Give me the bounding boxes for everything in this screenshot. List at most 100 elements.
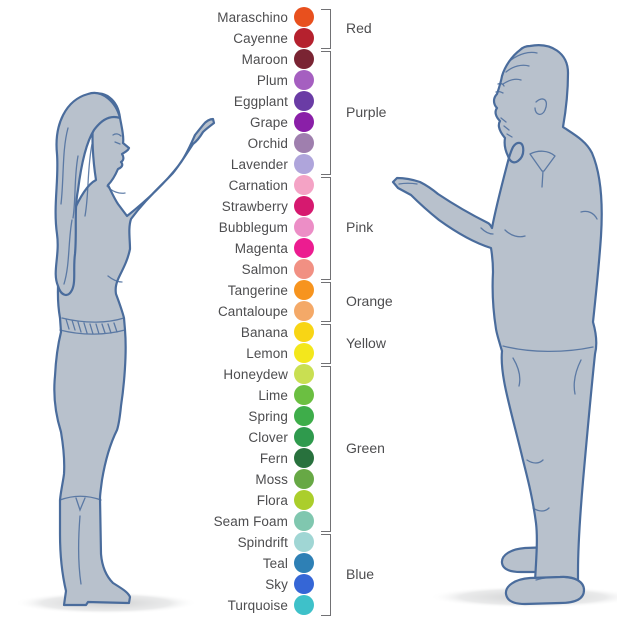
man-illustration	[391, 44, 617, 608]
color-row: Spring	[0, 406, 314, 427]
color-name-label: Clover	[248, 429, 288, 445]
color-swatch	[294, 91, 314, 111]
color-swatch	[294, 595, 314, 615]
color-name-label: Lavender	[230, 156, 288, 172]
man-ear	[534, 98, 548, 115]
color-swatch	[294, 574, 314, 594]
color-row: Lime	[0, 385, 314, 406]
color-swatch	[294, 196, 314, 216]
color-swatch	[294, 490, 314, 510]
color-swatch	[294, 7, 314, 27]
color-swatch	[294, 154, 314, 174]
man-body	[391, 44, 603, 584]
woman-hair	[54, 91, 122, 296]
color-name-label: Lemon	[246, 345, 288, 361]
color-name-label: Turquoise	[227, 597, 288, 613]
color-row: Banana	[0, 322, 314, 343]
color-row: Carnation	[0, 175, 314, 196]
color-name-label: Spindrift	[237, 534, 288, 550]
color-row: Plum	[0, 70, 314, 91]
color-row: Lavender	[0, 154, 314, 175]
color-swatch	[294, 238, 314, 258]
color-row: Moss	[0, 469, 314, 490]
color-swatch	[294, 280, 314, 300]
color-row: Fern	[0, 448, 314, 469]
man-clothing-details	[398, 182, 598, 581]
color-swatch	[294, 469, 314, 489]
color-name-label: Banana	[240, 324, 288, 340]
color-name-label: Carnation	[228, 177, 288, 193]
color-swatch	[294, 406, 314, 426]
color-swatch	[294, 217, 314, 237]
color-row: Strawberry	[0, 196, 314, 217]
color-name-label: Strawberry	[221, 198, 288, 214]
color-name-label: Bubblegum	[218, 219, 288, 235]
color-name-label: Flora	[256, 492, 288, 508]
color-row: Maroon	[0, 49, 314, 70]
color-swatch	[294, 427, 314, 447]
group-label: Yellow	[346, 334, 386, 351]
color-name-label: Plum	[256, 72, 288, 88]
group-label: Pink	[346, 219, 374, 235]
color-row: Cayenne	[0, 28, 314, 49]
color-name-label: Tangerine	[227, 282, 288, 298]
group-bracket	[321, 365, 331, 532]
color-row: Cantaloupe	[0, 301, 314, 322]
color-name-label: Teal	[262, 555, 288, 571]
color-name-label: Honeydew	[223, 366, 288, 382]
color-row: Grape	[0, 112, 314, 133]
color-row: Maraschino	[0, 7, 314, 28]
color-name-label: Orchid	[247, 135, 288, 151]
color-name-label: Magenta	[234, 240, 288, 256]
color-swatch	[294, 175, 314, 195]
color-swatch	[294, 322, 314, 342]
color-row: Clover	[0, 427, 314, 448]
color-swatch	[294, 511, 314, 531]
color-row: Spindrift	[0, 532, 314, 553]
color-swatch	[294, 259, 314, 279]
color-swatch	[294, 343, 314, 363]
color-swatch	[294, 112, 314, 132]
color-swatch	[294, 448, 314, 468]
group-bracket	[321, 533, 331, 616]
color-swatch	[294, 385, 314, 405]
color-name-label: Eggplant	[233, 93, 288, 109]
color-row: Bubblegum	[0, 217, 314, 238]
group-label: Blue	[346, 565, 375, 582]
color-name-label: Spring	[248, 408, 288, 424]
color-row: Seam Foam	[0, 511, 314, 532]
group-label: Green	[346, 439, 385, 456]
color-row: Magenta	[0, 238, 314, 259]
color-name-label: Seam Foam	[213, 513, 288, 529]
group-bracket	[321, 8, 331, 49]
color-swatch	[294, 49, 314, 69]
color-row: Turquoise	[0, 595, 314, 616]
woman-hair-strands	[60, 127, 93, 285]
color-swatch	[294, 133, 314, 153]
group-label: Orange	[346, 292, 393, 309]
color-row: Lemon	[0, 343, 314, 364]
woman-face-details	[112, 133, 122, 145]
woman-boot-details	[59, 495, 102, 585]
man-face-details	[495, 82, 513, 138]
group-label: Red	[346, 19, 372, 36]
color-swatch	[294, 532, 314, 552]
color-name-label: Cayenne	[233, 30, 288, 46]
color-row: Eggplant	[0, 91, 314, 112]
color-swatch	[294, 70, 314, 90]
man-collar-details	[529, 150, 556, 188]
woman-sweater-details	[59, 185, 126, 335]
color-swatch	[294, 28, 314, 48]
color-name-label: Sky	[265, 576, 288, 592]
color-name-label: Moss	[255, 471, 288, 487]
color-row: Honeydew	[0, 364, 314, 385]
color-swatch	[294, 301, 314, 321]
color-name-label: Cantaloupe	[217, 303, 288, 319]
color-row: Flora	[0, 490, 314, 511]
color-name-label: Maroon	[241, 51, 288, 67]
man-hair-details	[502, 51, 538, 85]
color-swatch	[294, 364, 314, 384]
color-name-label: Salmon	[241, 261, 288, 277]
group-label: Purple	[346, 103, 387, 120]
